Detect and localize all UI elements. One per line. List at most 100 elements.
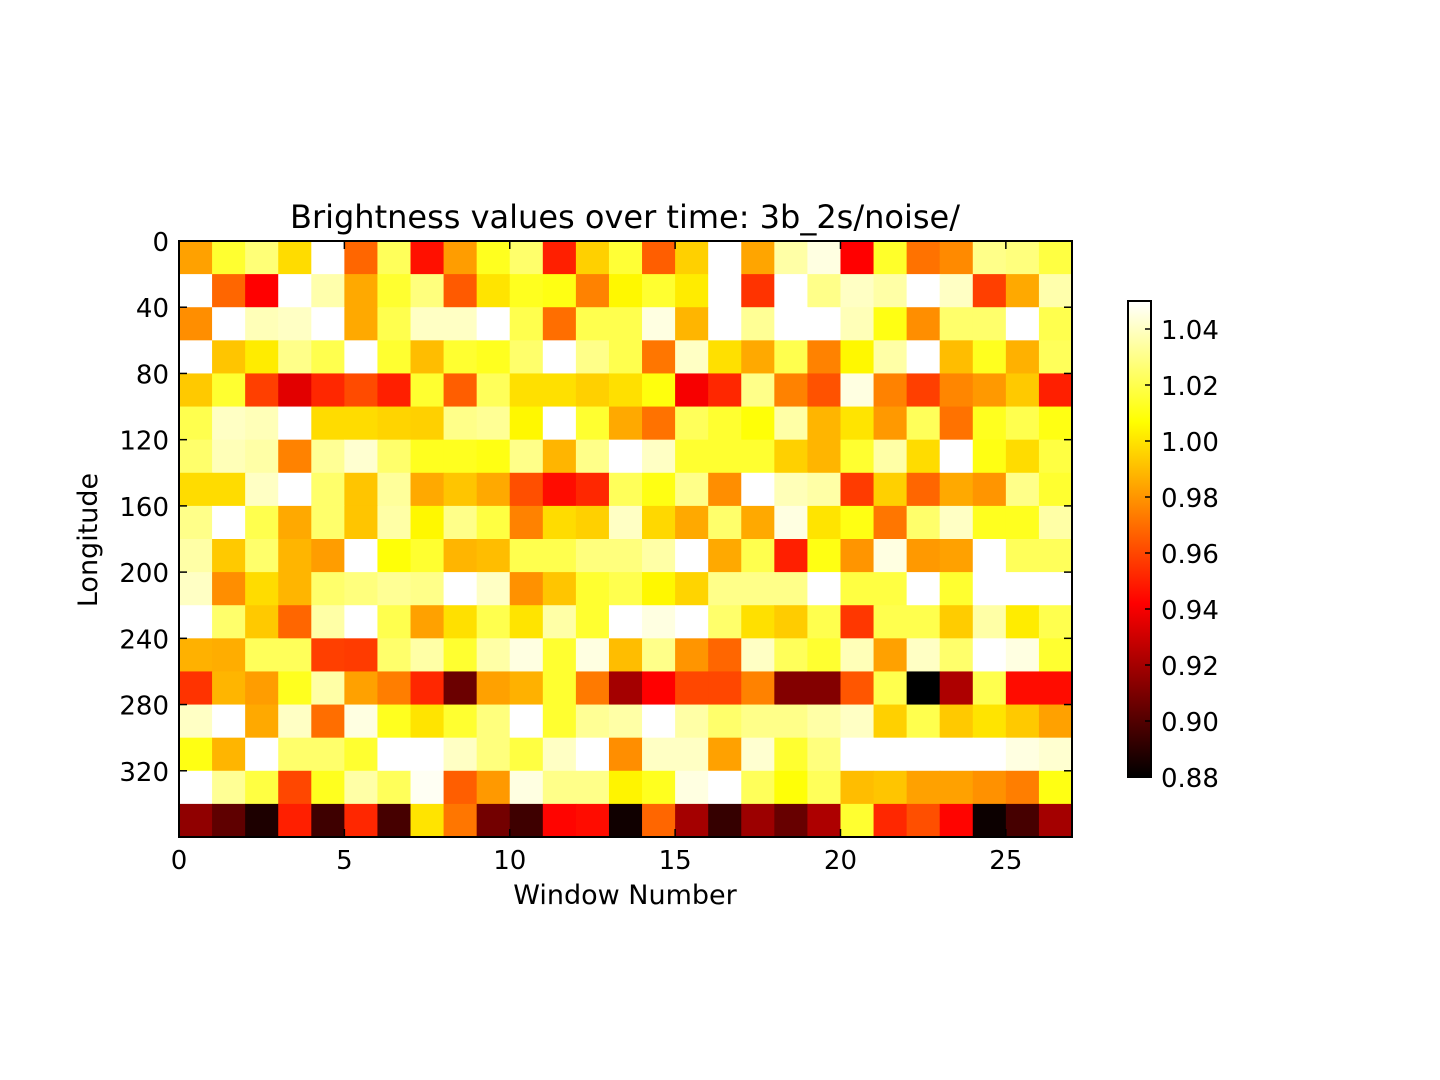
heatmap-cell (906, 704, 941, 739)
heatmap-cell (1005, 605, 1040, 639)
heatmap-cell (939, 671, 974, 706)
heatmap-cell (377, 373, 412, 408)
heatmap-cell (443, 803, 478, 838)
heatmap-cell (1005, 373, 1040, 408)
heatmap-cell (377, 241, 412, 275)
heatmap-cell (377, 505, 412, 540)
heatmap-cell (906, 605, 941, 639)
heatmap-cell (179, 439, 213, 474)
heatmap-cell (939, 373, 974, 408)
colorbar-gradient (1127, 300, 1152, 778)
heatmap-cell (1005, 307, 1040, 341)
heatmap-cell (675, 472, 709, 507)
heatmap-cell (642, 406, 676, 441)
heatmap-cell (179, 605, 213, 639)
heatmap-cell (542, 737, 577, 772)
heatmap-cell (344, 307, 379, 341)
heatmap-cell (608, 605, 643, 639)
heatmap-cell (840, 505, 875, 540)
heatmap-cell (840, 406, 875, 441)
heatmap-cell (939, 572, 974, 606)
heatmap-cell (642, 241, 676, 275)
heatmap-cell (179, 472, 213, 507)
x-tick-label: 5 (336, 846, 353, 876)
heatmap-cell (972, 340, 1007, 375)
heatmap-cell (774, 770, 808, 805)
heatmap-cell (476, 505, 511, 540)
heatmap-cell (608, 803, 643, 838)
heatmap-cell (840, 373, 875, 408)
heatmap-cell (642, 539, 676, 573)
heatmap-cell (278, 274, 312, 308)
heatmap-cell (245, 572, 279, 606)
heatmap-cell (344, 373, 379, 408)
heatmap-cell (939, 770, 974, 805)
heatmap-cell (1005, 439, 1040, 474)
heatmap-cell (443, 605, 478, 639)
colorbar-tick-label: 0.96 (1161, 540, 1219, 570)
heatmap-cell (476, 307, 511, 341)
heatmap-cell (476, 605, 511, 639)
heatmap-cell (939, 472, 974, 507)
heatmap-cell (608, 770, 643, 805)
heatmap-cell (410, 274, 445, 308)
heatmap-cell (509, 307, 544, 341)
heatmap-cell (179, 770, 213, 805)
heatmap-cell (311, 770, 345, 805)
heatmap-cell (443, 241, 478, 275)
heatmap-cell (278, 406, 312, 441)
heatmap-cell (476, 803, 511, 838)
heatmap-cell (509, 241, 544, 275)
heatmap-cell (708, 572, 742, 606)
heatmap-cell (840, 737, 875, 772)
heatmap-cell (443, 340, 478, 375)
heatmap-cell (906, 472, 941, 507)
y-tick-label: 280 (119, 692, 169, 722)
heatmap-cell (675, 803, 709, 838)
heatmap-cell (642, 340, 676, 375)
heatmap-cell (608, 340, 643, 375)
heatmap-cell (245, 472, 279, 507)
heatmap-cell (1038, 539, 1073, 573)
heatmap-cell (774, 671, 808, 706)
heatmap-cell (179, 704, 213, 739)
heatmap-cell (741, 572, 775, 606)
colorbar-tick-label: 0.94 (1161, 596, 1219, 626)
heatmap-cell (774, 539, 808, 573)
heatmap-cell (608, 274, 643, 308)
heatmap-cell (873, 605, 908, 639)
heatmap-cell (575, 505, 610, 540)
heatmap-cell (278, 539, 312, 573)
heatmap-cell (675, 307, 709, 341)
heatmap-cell (278, 241, 312, 275)
heatmap-cell (939, 803, 974, 838)
heatmap-cell (509, 472, 544, 507)
heatmap-cell (575, 439, 610, 474)
heatmap-cell (212, 472, 246, 507)
heatmap-cell (179, 274, 213, 308)
heatmap-cell (278, 704, 312, 739)
heatmap-cell (906, 307, 941, 341)
heatmap-cell (807, 274, 842, 308)
heatmap-cell (608, 505, 643, 540)
heatmap-cell (972, 737, 1007, 772)
heatmap-cell (840, 439, 875, 474)
heatmap-cell (906, 671, 941, 706)
heatmap-cell (906, 737, 941, 772)
heatmap-cell (245, 340, 279, 375)
heatmap-cell (245, 704, 279, 739)
heatmap-cell (311, 307, 345, 341)
heatmap-cell (542, 274, 577, 308)
heatmap-cell (575, 373, 610, 408)
heatmap-cell (542, 307, 577, 341)
heatmap-cell (575, 472, 610, 507)
heatmap-cell (410, 671, 445, 706)
heatmap-cell (608, 439, 643, 474)
y-tick-label: 160 (119, 493, 169, 523)
heatmap-cell (873, 770, 908, 805)
heatmap-cell (542, 373, 577, 408)
heatmap-cell (311, 472, 345, 507)
heatmap-cell (840, 274, 875, 308)
heatmap-cell (675, 572, 709, 606)
heatmap-cell (476, 373, 511, 408)
